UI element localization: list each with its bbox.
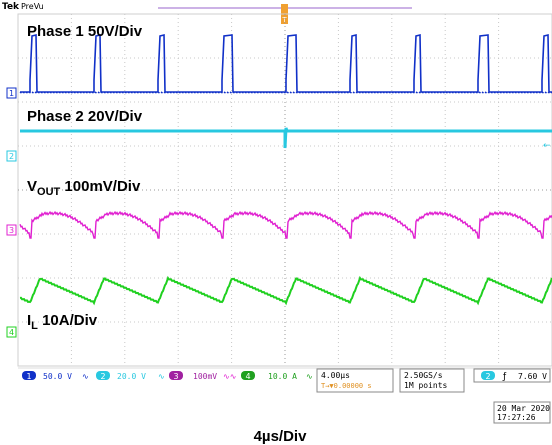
trigger-source: 2 xyxy=(485,372,490,381)
ch3-bandwidth-icon: ∿∿ xyxy=(223,372,236,381)
ch2-ground-marker[interactable]: 2 xyxy=(6,150,17,162)
il-trace xyxy=(19,275,552,306)
vout-trace xyxy=(19,210,552,239)
svg-text:2: 2 xyxy=(100,372,105,381)
trigger-level-arrow-icon: ← xyxy=(543,141,551,151)
timebase-caption: 4µs/Div xyxy=(254,428,307,445)
record-length: 1M points xyxy=(404,381,448,390)
ch3-label: VOUT 100mV/Div xyxy=(27,178,141,198)
svg-text:50.0 V: 50.0 V xyxy=(43,372,72,381)
ch3-readout[interactable]: 3 100mV ∿∿ xyxy=(169,371,236,381)
ch1-readout[interactable]: 1 50.0 V ∿ xyxy=(22,371,89,381)
svg-text:1: 1 xyxy=(26,372,31,381)
ch4-bandwidth-icon: ∿ xyxy=(306,372,313,381)
ch1-label: Phase 1 50V/Div xyxy=(27,23,143,40)
phase1-trace xyxy=(19,33,552,94)
timebase-readout[interactable]: 4.00µs T→▼0.00000 s xyxy=(316,368,394,393)
svg-text:100mV: 100mV xyxy=(193,372,217,381)
svg-text:4: 4 xyxy=(9,328,14,337)
ch3-ground-marker[interactable]: 3 xyxy=(6,224,17,236)
trigger-marker-label: T xyxy=(281,16,287,24)
datetime-readout: 20 Mar 2020 17:27:26 xyxy=(493,401,551,424)
acquisition-readout[interactable]: 2.50GS/s 1M points xyxy=(399,368,465,393)
trigger-readout[interactable]: 2 ƒ 7.60 V xyxy=(473,368,551,383)
ch1-bandwidth-icon: ∿ xyxy=(82,372,89,381)
ch2-readout[interactable]: 2 20.0 V ∿ xyxy=(96,371,165,381)
svg-text:3: 3 xyxy=(173,372,178,381)
ch2-bandwidth-icon: ∿ xyxy=(158,372,165,381)
time-label: 17:27:26 xyxy=(497,413,536,422)
sample-rate: 2.50GS/s xyxy=(404,371,443,380)
svg-text:2: 2 xyxy=(9,152,14,161)
brand-label: Tek xyxy=(2,2,20,12)
trigger-level: 7.60 V xyxy=(518,372,547,381)
svg-text:4: 4 xyxy=(245,372,250,381)
ch4-ground-marker[interactable]: 4 xyxy=(6,326,17,338)
ch1-ground-marker[interactable]: 1 xyxy=(6,87,17,99)
trigger-delay: T→▼0.00000 s xyxy=(321,382,372,390)
date-label: 20 Mar 2020 xyxy=(497,404,550,413)
horizontal-scale: 4.00µs xyxy=(321,371,350,380)
ch2-label: Phase 2 20V/Div xyxy=(27,108,143,125)
ch4-readout[interactable]: 4 10.0 A ∿ xyxy=(241,371,313,381)
mode-label: PreVu xyxy=(21,2,44,11)
svg-text:20.0 V: 20.0 V xyxy=(117,372,146,381)
ch4-label: IL 10A/Div xyxy=(27,312,98,332)
graticule-grid xyxy=(18,14,551,363)
svg-text:1: 1 xyxy=(9,89,14,98)
svg-text:3: 3 xyxy=(9,226,14,235)
phase2-trace xyxy=(20,127,552,149)
trigger-slope-icon: ƒ xyxy=(502,372,507,382)
svg-text:10.0 A: 10.0 A xyxy=(268,372,297,381)
